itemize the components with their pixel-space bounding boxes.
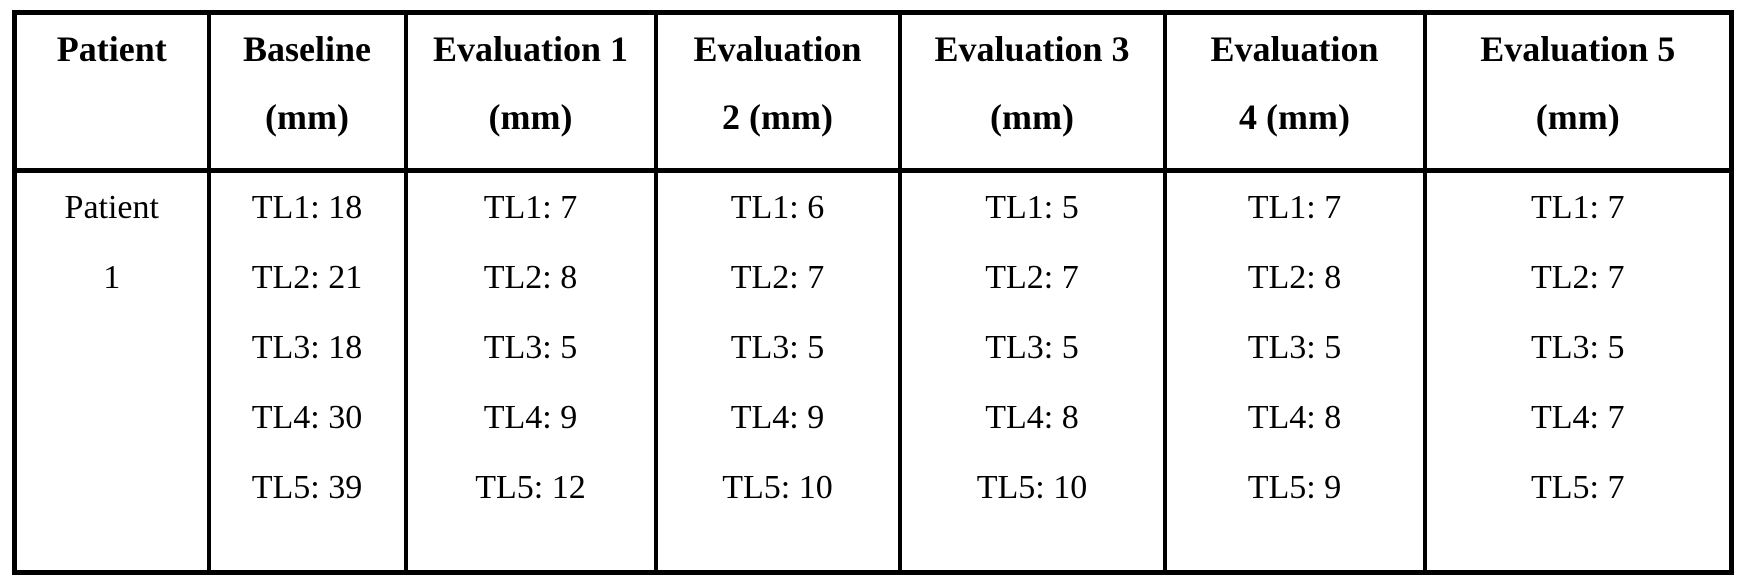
header-line1: Evaluation bbox=[1210, 29, 1379, 69]
header-line1: Evaluation 3 bbox=[934, 29, 1130, 69]
header-line1: Evaluation bbox=[693, 29, 862, 69]
tl5-value: TL5: 7 bbox=[1531, 469, 1625, 506]
header-line2: (mm) bbox=[265, 97, 349, 137]
tl3-value: TL3: 5 bbox=[730, 329, 825, 366]
header-line1: Patient bbox=[56, 29, 167, 69]
tl2-value: TL2: 8 bbox=[1247, 259, 1342, 296]
tl1-value: TL1: 7 bbox=[1531, 189, 1625, 226]
tl5-value: TL5: 9 bbox=[1247, 469, 1342, 506]
header-line2: 2 (mm) bbox=[722, 97, 833, 137]
header-line2: 4 (mm) bbox=[1239, 97, 1350, 137]
col-header-baseline: Baseline (mm) bbox=[206, 10, 408, 173]
tl3-value: TL3: 5 bbox=[483, 329, 578, 366]
cell-evaluation-2-values: TL1: 6 TL2: 7 TL3: 5 TL4: 9 TL5: 10 bbox=[653, 168, 902, 575]
header-line2: (mm) bbox=[990, 97, 1074, 137]
col-header-evaluation-1: Evaluation 1 (mm) bbox=[403, 10, 658, 173]
cell-evaluation-5-values: TL1: 7 TL2: 7 TL3: 5 TL4: 7 TL5: 7 bbox=[1422, 168, 1734, 575]
tl2-value: TL2: 21 bbox=[251, 259, 363, 296]
tl4-value: TL4: 9 bbox=[483, 399, 578, 436]
tl1-value: TL1: 7 bbox=[483, 189, 578, 226]
col-header-evaluation-3: Evaluation 3 (mm) bbox=[897, 10, 1167, 173]
header-line2: (mm) bbox=[488, 97, 573, 137]
cell-baseline-values: TL1: 18 TL2: 21 TL3: 18 TL4: 30 TL5: 39 bbox=[206, 168, 408, 575]
header-line1: Baseline bbox=[242, 29, 371, 69]
header-line1: Evaluation 1 bbox=[432, 29, 629, 69]
tl4-value: TL4: 30 bbox=[251, 399, 363, 436]
patient-label: Patient bbox=[64, 189, 159, 226]
tumor-measurements-table: Patient Baseline (mm) Evaluation 1 (mm) … bbox=[12, 10, 1734, 575]
cell-patient-id: Patient 1 bbox=[12, 168, 211, 575]
tl2-value: TL2: 7 bbox=[730, 259, 825, 296]
header-row: Patient Baseline (mm) Evaluation 1 (mm) … bbox=[12, 10, 1734, 173]
tl5-value: TL5: 10 bbox=[722, 469, 833, 506]
col-header-evaluation-4: Evaluation 4 (mm) bbox=[1162, 10, 1427, 173]
tl4-value: TL4: 8 bbox=[1247, 399, 1342, 436]
tl1-value: TL1: 7 bbox=[1247, 189, 1342, 226]
table-row-patient-1: Patient 1 TL1: 18 TL2: 21 TL3: 18 TL4: 3… bbox=[12, 168, 1734, 575]
tl1-value: TL1: 6 bbox=[730, 189, 825, 226]
cell-evaluation-4-values: TL1: 7 TL2: 8 TL3: 5 TL4: 8 TL5: 9 bbox=[1162, 168, 1427, 575]
col-header-patient: Patient bbox=[12, 10, 211, 173]
tl3-value: TL3: 18 bbox=[251, 329, 363, 366]
tl5-value: TL5: 39 bbox=[251, 469, 363, 506]
col-header-evaluation-2: Evaluation 2 (mm) bbox=[653, 10, 902, 173]
tl1-value: TL1: 18 bbox=[251, 189, 363, 226]
tl1-value: TL1: 5 bbox=[985, 189, 1079, 226]
tl3-value: TL3: 5 bbox=[985, 329, 1079, 366]
tl4-value: TL4: 8 bbox=[985, 399, 1079, 436]
cell-evaluation-1-values: TL1: 7 TL2: 8 TL3: 5 TL4: 9 TL5: 12 bbox=[403, 168, 658, 575]
tl2-value: TL2: 7 bbox=[985, 259, 1079, 296]
tl4-value: TL4: 7 bbox=[1531, 399, 1625, 436]
tl4-value: TL4: 9 bbox=[730, 399, 825, 436]
cell-evaluation-3-values: TL1: 5 TL2: 7 TL3: 5 TL4: 8 TL5: 10 bbox=[897, 168, 1167, 575]
patient-number: 1 bbox=[103, 259, 121, 296]
col-header-evaluation-5: Evaluation 5 (mm) bbox=[1422, 10, 1734, 173]
tl3-value: TL3: 5 bbox=[1247, 329, 1342, 366]
tl2-value: TL2: 7 bbox=[1531, 259, 1625, 296]
header-line2: (mm) bbox=[1535, 97, 1620, 137]
tl2-value: TL2: 8 bbox=[483, 259, 578, 296]
header-line2 bbox=[19, 83, 205, 151]
header-line1: Evaluation 5 bbox=[1480, 29, 1676, 69]
tl3-value: TL3: 5 bbox=[1531, 329, 1625, 366]
tl5-value: TL5: 12 bbox=[475, 469, 586, 506]
tl5-value: TL5: 10 bbox=[976, 469, 1088, 506]
